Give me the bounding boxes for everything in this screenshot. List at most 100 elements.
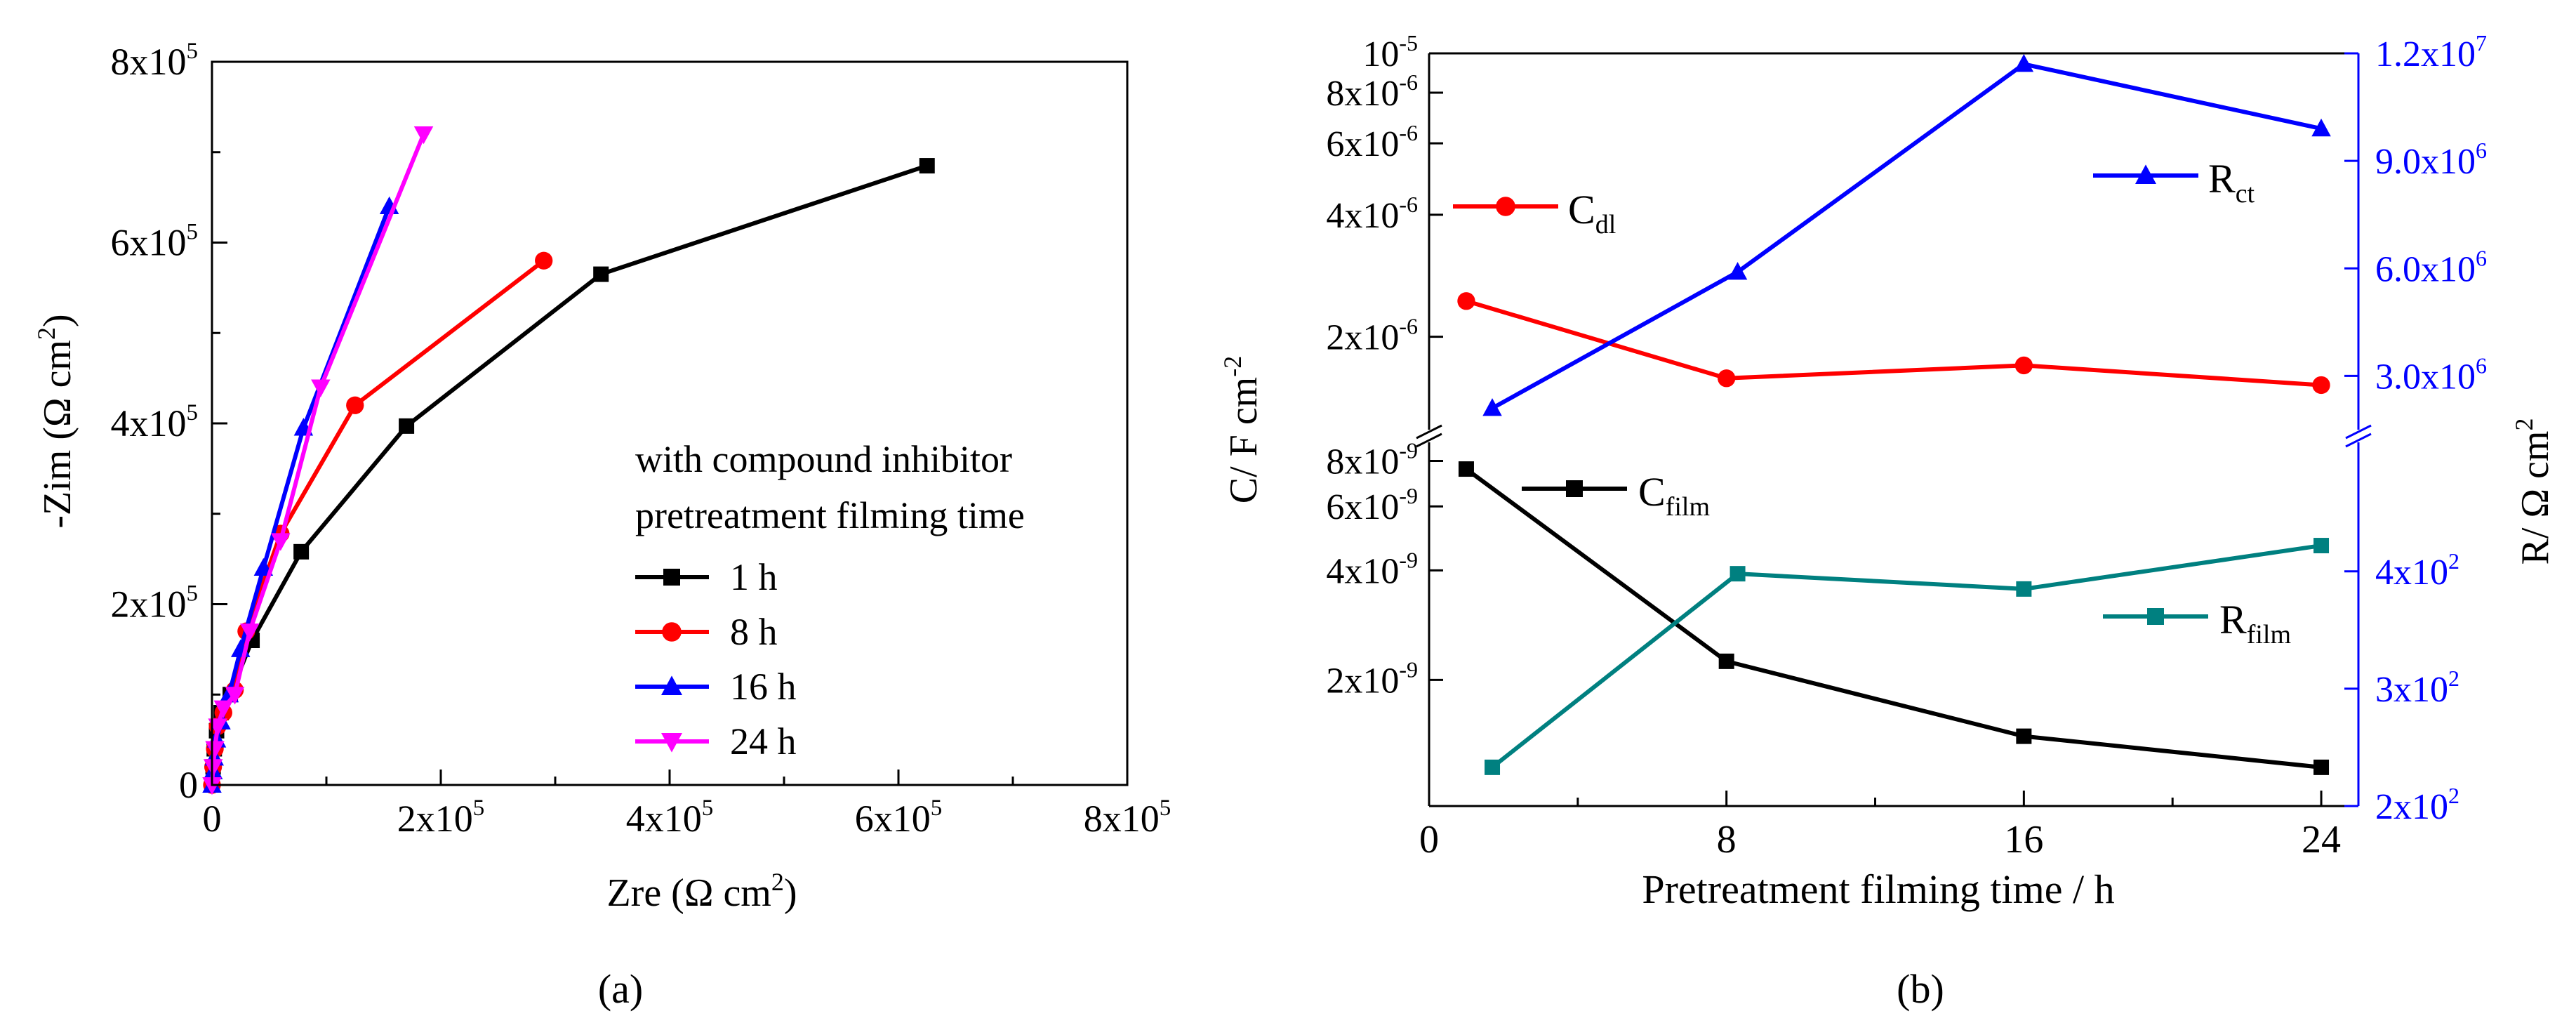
chart-a-xlabel-close: ) — [784, 871, 797, 915]
data-point — [1482, 398, 1502, 416]
series-C-dl — [1457, 292, 2330, 395]
chart-a-plot-area — [202, 126, 935, 795]
chart-a-xlabel-sup: 2 — [771, 868, 784, 896]
legend-label: Rfilm — [2219, 597, 2291, 649]
chart-b-panel-label: (b) — [1897, 966, 1944, 1012]
chart-b-plot-area — [1457, 54, 2331, 775]
chart-a-frame — [211, 60, 1129, 786]
chart-b-frame — [1416, 52, 2372, 807]
legend-marker — [2135, 164, 2156, 184]
y-tick-label: 10-5 — [1362, 30, 1418, 74]
chart-b-x-ticks: 0 8 16 24 — [1419, 791, 2341, 861]
data-point — [203, 759, 223, 777]
data-point — [213, 700, 234, 718]
series-8h — [203, 251, 553, 794]
chart-b: 0 8 16 24 2x10-64x10-66x10-68x10-610-52x10-… — [1219, 30, 2557, 1012]
series-line — [1491, 62, 2322, 410]
y-tick-label: 8x10-6 — [1326, 70, 1418, 114]
data-point — [2313, 538, 2330, 554]
y-tick-label: 8x10-9 — [1326, 437, 1418, 482]
chart-a-x-ticks: 0 2x105 4x105 6x105 8x105 — [203, 770, 1171, 840]
y-tick-label: 2x10-6 — [1326, 314, 1418, 358]
x-tick-label: 16 — [2004, 818, 2043, 861]
data-point — [2014, 54, 2034, 72]
x-tick-label: 2x105 — [397, 795, 485, 840]
chart-a-panel-label: (a) — [598, 966, 643, 1012]
legend-label: 24 h — [730, 720, 797, 762]
data-point — [2312, 376, 2330, 395]
data-point — [2311, 118, 2331, 137]
y-tick-label: 4x105 — [111, 400, 199, 444]
chart-b-left-ylabel-sup: -2 — [1219, 356, 1247, 377]
chart-a-legend: 1 h 8 h 16 h 24 h — [635, 556, 797, 762]
data-point — [205, 741, 225, 759]
data-point — [271, 533, 291, 551]
chart-b-left-y-ticks: 2x10-6 4x10-6 6x10-6 8x10-610-5 2x10-9 4x10-9… — [1326, 30, 1443, 701]
y-tick-label: 6x105 — [111, 220, 199, 264]
y-tick-label: 4x10-6 — [1326, 192, 1418, 236]
data-point — [2014, 356, 2033, 375]
legend-marker — [663, 569, 680, 586]
data-point — [535, 251, 553, 270]
data-point — [593, 266, 609, 282]
legend-label: 16 h — [730, 666, 797, 708]
chart-b-left-ylabel: C/ F cm-2 — [1219, 356, 1266, 503]
y-tick-label: 6x10-6 — [1326, 120, 1418, 164]
series-24h — [202, 126, 434, 795]
chart-a-ylabel-close: ) — [36, 314, 79, 327]
data-point — [346, 396, 364, 414]
legend-marker — [1496, 197, 1515, 216]
left-axis-break — [1416, 424, 1442, 448]
chart-b-xlabel: Pretreatment filming time / h — [1642, 866, 2114, 912]
legend-marker — [2147, 608, 2164, 625]
x-tick-label: 24 — [2302, 818, 2341, 861]
right-y-tick-label: 3.0x106 — [2375, 352, 2487, 397]
data-point — [202, 777, 222, 795]
chart-b-right-ylabel: R/ Ω cm2 — [2510, 418, 2557, 565]
legend-label: Rct — [2208, 156, 2255, 209]
x-tick-label: 8x105 — [1084, 795, 1171, 840]
chart-b-legend: Cdl Rct Cfilm Rfilm — [1453, 156, 2291, 649]
legend-label: 8 h — [730, 611, 778, 653]
data-point — [240, 623, 260, 642]
y-tick-label: 4x10-9 — [1326, 547, 1418, 591]
series-line — [1491, 543, 2322, 770]
x-tick-label: 8 — [1717, 818, 1737, 861]
series-R-film — [1485, 538, 2330, 775]
data-point — [1458, 461, 1474, 477]
chart-a-xlabel: Zre (Ω cm2) — [606, 868, 797, 915]
chart-a-y-ticks: 0 2x105 4x105 6x105 8x105 — [111, 39, 227, 806]
chart-a: 0 2x105 4x105 6x105 8x105 0 2x105 4x105 6x105 8x… — [32, 39, 1171, 1012]
data-point — [1727, 262, 1748, 280]
data-point — [919, 158, 935, 174]
data-point — [2313, 759, 2330, 775]
y-tick-label: 2x10-9 — [1326, 656, 1418, 701]
right-y-tick-label: 4x102 — [2375, 548, 2459, 593]
right-y-tick-label: 6.0x106 — [2375, 245, 2487, 289]
y-tick-label: 0 — [179, 764, 198, 806]
right-y-tick-label: 2x102 — [2375, 783, 2459, 827]
y-tick-label: 8x105 — [111, 39, 199, 83]
legend-marker — [662, 622, 682, 642]
series-R-ct — [1482, 54, 2331, 416]
data-point — [311, 379, 331, 397]
series-line — [210, 258, 545, 786]
y-tick-label: 6x10-9 — [1326, 483, 1418, 527]
chart-a-ylabel: -Zim (Ω cm2) — [32, 314, 79, 528]
legend-label: 1 h — [730, 556, 778, 598]
data-point — [399, 418, 415, 434]
right-y-tick-label: 9.0x106 — [2375, 138, 2487, 182]
data-point — [2016, 728, 2032, 744]
legend-label: Cfilm — [1638, 469, 1710, 522]
chart-b-right-ylabel-sup: 2 — [2510, 418, 2538, 431]
data-point — [413, 126, 434, 145]
chart-b-right-y-ticks: 3.0x106 6.0x106 9.0x106 1.2x107 2x102 3x102 4x… — [2344, 30, 2487, 827]
data-point — [2016, 581, 2032, 597]
chart-a-legend-title-2: pretreatment filming time — [635, 494, 1025, 536]
data-point — [1457, 292, 1475, 310]
chart-a-ylabel-sup: 2 — [32, 327, 60, 340]
x-tick-label: 0 — [1419, 818, 1439, 861]
x-tick-label: 4x105 — [626, 795, 714, 840]
data-point — [1729, 566, 1746, 582]
